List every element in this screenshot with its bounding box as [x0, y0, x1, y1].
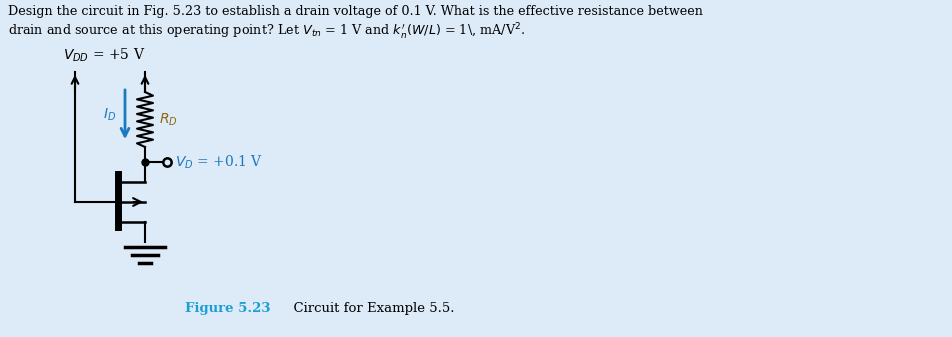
Text: $V_D$ = +0.1 V: $V_D$ = +0.1 V — [175, 153, 263, 171]
Text: Figure 5.23: Figure 5.23 — [185, 302, 270, 315]
Text: drain and source at this operating point? Let $V_{tn}$ = 1 V and $k_n^{\prime}(W: drain and source at this operating point… — [8, 22, 526, 42]
Text: $I_D$: $I_D$ — [103, 106, 116, 123]
Text: $R_D$: $R_D$ — [159, 111, 178, 128]
Text: Circuit for Example 5.5.: Circuit for Example 5.5. — [285, 302, 454, 315]
Text: $V_{DD}$ = +5 V: $V_{DD}$ = +5 V — [63, 47, 146, 64]
Text: Design the circuit in Fig. 5.23 to establish a drain voltage of 0.1 V. What is t: Design the circuit in Fig. 5.23 to estab… — [8, 5, 703, 18]
